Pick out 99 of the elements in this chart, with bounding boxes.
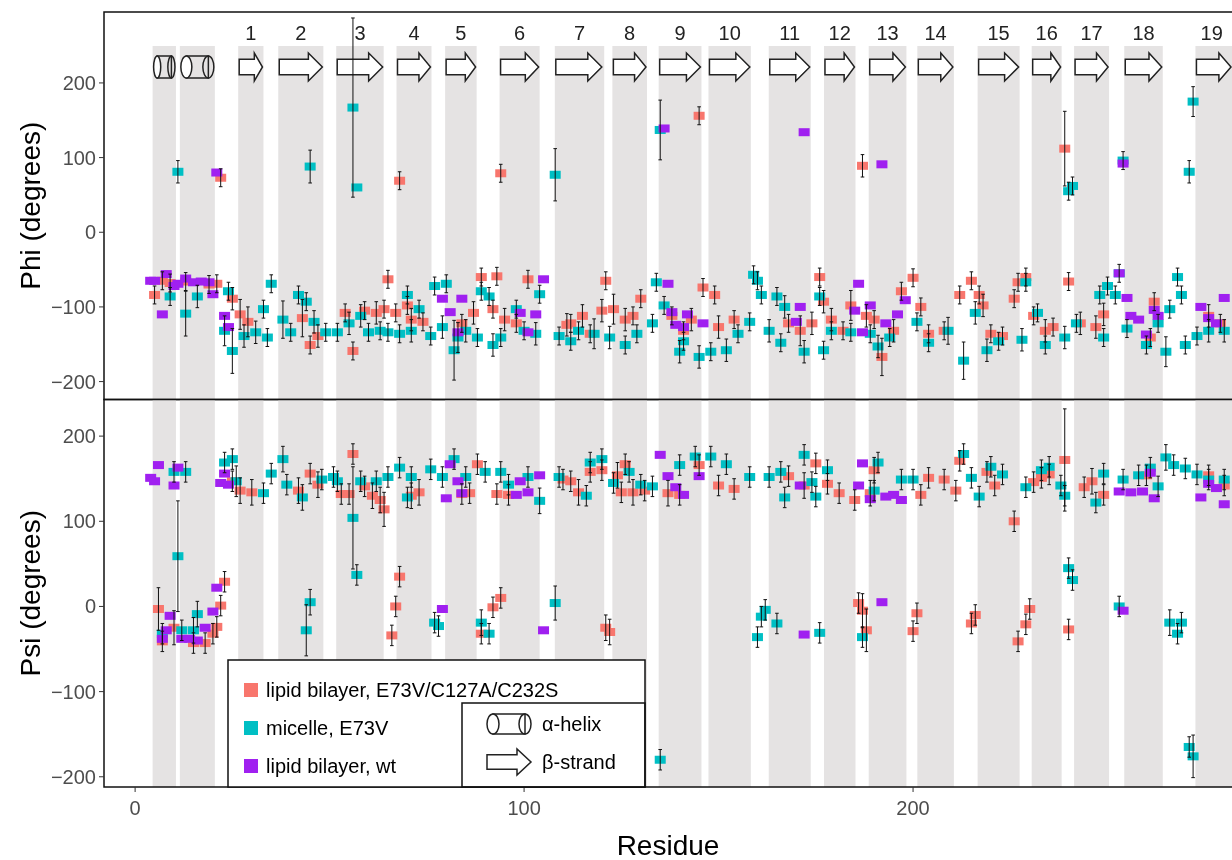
band-label: 10 bbox=[718, 22, 741, 44]
band-label: 7 bbox=[573, 22, 586, 44]
point bbox=[452, 477, 464, 486]
legend-label: micelle, E73V bbox=[266, 717, 389, 739]
point bbox=[1218, 500, 1230, 509]
y-tick-label: 0 bbox=[84, 221, 96, 244]
band-label: 4 bbox=[408, 22, 420, 44]
point bbox=[899, 296, 911, 305]
band-label: 8 bbox=[624, 22, 636, 44]
band-label: 9 bbox=[674, 22, 686, 44]
point bbox=[880, 319, 892, 328]
point bbox=[1113, 487, 1125, 496]
point bbox=[211, 168, 223, 177]
band-label: 15 bbox=[987, 22, 1010, 44]
point bbox=[681, 310, 693, 319]
point bbox=[444, 308, 456, 317]
point bbox=[436, 605, 448, 614]
band-label: 17 bbox=[1080, 22, 1103, 44]
point bbox=[853, 279, 865, 288]
band-label: 19 bbox=[1200, 22, 1223, 44]
point bbox=[1137, 487, 1149, 496]
point bbox=[538, 275, 550, 284]
point bbox=[199, 623, 211, 632]
point bbox=[798, 630, 810, 639]
point bbox=[856, 328, 868, 337]
point bbox=[790, 317, 802, 326]
point bbox=[798, 128, 810, 137]
y-tick-label: −200 bbox=[50, 765, 96, 788]
point bbox=[1218, 293, 1230, 302]
point bbox=[168, 481, 180, 490]
point bbox=[510, 490, 522, 499]
point bbox=[149, 477, 161, 486]
band-label: 18 bbox=[1132, 22, 1155, 44]
point bbox=[1125, 488, 1137, 497]
point bbox=[1195, 493, 1207, 502]
point bbox=[876, 598, 888, 607]
x-tick-label: 200 bbox=[896, 797, 930, 819]
point bbox=[856, 459, 868, 468]
annotation: β-strand bbox=[542, 751, 616, 773]
point bbox=[211, 583, 223, 592]
point bbox=[891, 310, 903, 319]
point bbox=[864, 301, 876, 310]
x-tick-label: 0 bbox=[129, 797, 141, 819]
point bbox=[436, 294, 448, 303]
point bbox=[538, 626, 550, 635]
y-tick-label: 100 bbox=[62, 510, 96, 533]
band-label: 11 bbox=[779, 22, 801, 44]
point bbox=[522, 488, 534, 497]
band-label: 14 bbox=[924, 22, 947, 44]
band-label: 13 bbox=[876, 22, 899, 44]
point bbox=[207, 607, 219, 616]
band-label: 5 bbox=[455, 22, 467, 44]
point bbox=[1210, 319, 1222, 328]
point bbox=[658, 124, 670, 133]
point bbox=[530, 310, 542, 319]
band-label: 16 bbox=[1035, 22, 1058, 44]
point bbox=[152, 461, 164, 470]
legend-label: lipid bilayer, E73V/C127A/C232S bbox=[266, 679, 559, 701]
legend-label: lipid bilayer, wt bbox=[266, 755, 397, 777]
y-tick-label: −100 bbox=[50, 295, 96, 318]
annotation: α-helix bbox=[542, 713, 602, 735]
point bbox=[662, 472, 674, 481]
x-axis-title: Residue bbox=[616, 830, 720, 860]
point bbox=[440, 494, 452, 503]
point bbox=[662, 279, 674, 288]
y-tick-label: −200 bbox=[50, 370, 96, 393]
y-tick-label: −100 bbox=[50, 680, 96, 703]
point bbox=[222, 480, 234, 489]
band-label: 2 bbox=[295, 22, 307, 44]
point bbox=[534, 471, 546, 480]
point bbox=[1210, 484, 1222, 493]
point bbox=[219, 469, 231, 478]
point bbox=[697, 319, 709, 328]
band-label: 6 bbox=[514, 22, 526, 44]
point bbox=[1195, 302, 1207, 311]
point bbox=[514, 477, 526, 486]
point bbox=[1148, 494, 1160, 503]
point bbox=[849, 306, 861, 315]
y-tick-label: 200 bbox=[62, 71, 96, 94]
y-axis-title: Psi (degrees) bbox=[15, 509, 46, 677]
band-label: 12 bbox=[828, 22, 851, 44]
point bbox=[1117, 606, 1129, 615]
point bbox=[1133, 315, 1145, 324]
point bbox=[853, 481, 865, 490]
y-axis-title: Phi (degrees) bbox=[15, 121, 46, 290]
point bbox=[1121, 293, 1133, 302]
y-tick-label: 200 bbox=[62, 425, 96, 448]
x-tick-label: 100 bbox=[507, 797, 541, 819]
point bbox=[156, 310, 168, 319]
point bbox=[794, 302, 806, 311]
point bbox=[678, 490, 690, 499]
point bbox=[876, 160, 888, 169]
point bbox=[456, 294, 468, 303]
band-label: 3 bbox=[354, 22, 366, 44]
band-label: 1 bbox=[245, 22, 257, 44]
point bbox=[654, 450, 666, 459]
point bbox=[149, 276, 161, 285]
y-tick-label: 0 bbox=[84, 595, 96, 618]
y-tick-label: 100 bbox=[62, 146, 96, 169]
